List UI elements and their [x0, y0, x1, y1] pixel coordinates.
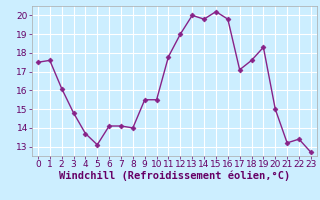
X-axis label: Windchill (Refroidissement éolien,°C): Windchill (Refroidissement éolien,°C) [59, 171, 290, 181]
